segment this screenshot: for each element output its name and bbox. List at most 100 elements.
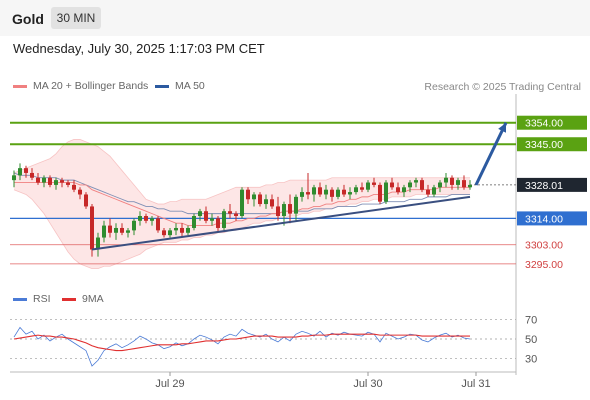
ma50-legend-label: MA 50 <box>175 80 205 92</box>
x-tick-label-jul-30: Jul 30 <box>353 378 382 390</box>
candle-body <box>294 196 298 214</box>
candle-body <box>198 211 202 217</box>
candle-body <box>234 213 238 217</box>
candle-body <box>354 187 358 193</box>
candle-body <box>24 168 28 173</box>
candle-body <box>282 204 286 217</box>
candle-body <box>324 189 328 195</box>
candle-body <box>54 180 58 185</box>
candle-body <box>138 216 142 221</box>
symbol-title: Gold <box>12 11 44 27</box>
rsi-level-label-70: 70 <box>525 315 537 327</box>
candle-body <box>204 211 208 221</box>
candle-body <box>372 182 376 185</box>
candle-body <box>462 180 466 188</box>
rsi-level-label-50: 50 <box>525 334 537 346</box>
price-label-3354.00: 3354.00 <box>525 118 563 130</box>
candle-body <box>300 192 304 197</box>
candle-body <box>216 218 220 228</box>
candle-body <box>366 182 370 190</box>
candle-body <box>270 199 274 207</box>
candle-body <box>330 189 334 197</box>
price-label-3314.00: 3314.00 <box>525 213 563 225</box>
candle-body <box>318 187 322 195</box>
support-trendline <box>91 195 471 251</box>
candle-body <box>144 216 148 221</box>
candle-body <box>396 187 400 193</box>
candle-body <box>90 206 94 250</box>
candle-body <box>60 180 64 183</box>
candle-body <box>228 211 232 214</box>
candles-group <box>12 163 472 257</box>
candle-body <box>456 180 460 185</box>
rsi-legend-label: RSI <box>33 293 51 305</box>
candle-body <box>384 182 388 202</box>
candle-body <box>126 230 130 233</box>
candle-body <box>276 206 280 217</box>
x-tick-label-jul-31: Jul 31 <box>461 378 490 390</box>
candle-body <box>222 211 226 228</box>
candle-body <box>72 184 76 190</box>
candle-body <box>240 189 244 217</box>
candle-body <box>114 227 118 233</box>
candle-body <box>438 182 442 188</box>
projection-arrowhead <box>498 122 507 133</box>
candle-body <box>408 182 412 188</box>
rsi-ma9-line <box>13 333 470 352</box>
candle-body <box>108 225 112 233</box>
candle-body <box>312 187 316 195</box>
ma9-legend-swatch <box>62 298 76 301</box>
candle-body <box>210 218 214 221</box>
candle-body <box>84 194 88 207</box>
candle-body <box>306 192 310 195</box>
price-label-box-3354.00 <box>517 115 587 130</box>
candle-body <box>12 175 16 181</box>
price-label-3345.00: 3345.00 <box>525 139 563 151</box>
rsi-line <box>13 326 471 367</box>
candle-body <box>264 199 268 205</box>
candle-body <box>258 194 262 205</box>
ma20-line <box>14 182 470 227</box>
candle-body <box>96 237 100 250</box>
candle-body <box>42 177 46 183</box>
candle-body <box>378 184 382 202</box>
price-label-box-3314.00 <box>517 211 587 226</box>
rsi-level-label-30: 30 <box>525 353 537 365</box>
candle-body <box>390 182 394 188</box>
candle-body <box>156 218 160 231</box>
ma20-legend-swatch <box>13 85 27 88</box>
timeframe-button[interactable]: 30 MIN <box>51 7 101 29</box>
candle-body <box>192 216 196 228</box>
candle-body <box>432 187 436 195</box>
candle-body <box>186 227 190 233</box>
rsi-legend-swatch <box>13 298 27 301</box>
candle-body <box>426 189 430 195</box>
candle-body <box>180 227 184 233</box>
ma50-legend-swatch <box>155 85 169 88</box>
candle-body <box>468 184 472 188</box>
candle-body <box>420 180 424 190</box>
candle-body <box>66 182 70 185</box>
candle-body <box>48 177 52 185</box>
research-credit: Research © 2025 Trading Central <box>424 81 581 93</box>
candle-body <box>162 230 166 236</box>
candle-body <box>450 177 454 185</box>
candle-body <box>360 187 364 190</box>
header-bar: Gold 30 MIN <box>0 0 590 36</box>
candle-body <box>30 172 34 178</box>
candle-body <box>102 225 106 238</box>
price-label-3303.00: 3303.00 <box>525 240 563 252</box>
candle-body <box>444 177 448 183</box>
price-label-3295.00: 3295.00 <box>525 259 563 271</box>
candle-body <box>18 168 22 176</box>
candle-body <box>288 204 292 214</box>
candle-body <box>348 192 352 195</box>
price-label-box-3345.00 <box>517 137 587 152</box>
candle-body <box>336 189 340 197</box>
candle-body <box>120 227 124 233</box>
candle-body <box>252 194 256 200</box>
candle-body <box>342 189 346 195</box>
price-label-3328.01: 3328.01 <box>525 180 563 192</box>
candle-body <box>246 189 250 200</box>
